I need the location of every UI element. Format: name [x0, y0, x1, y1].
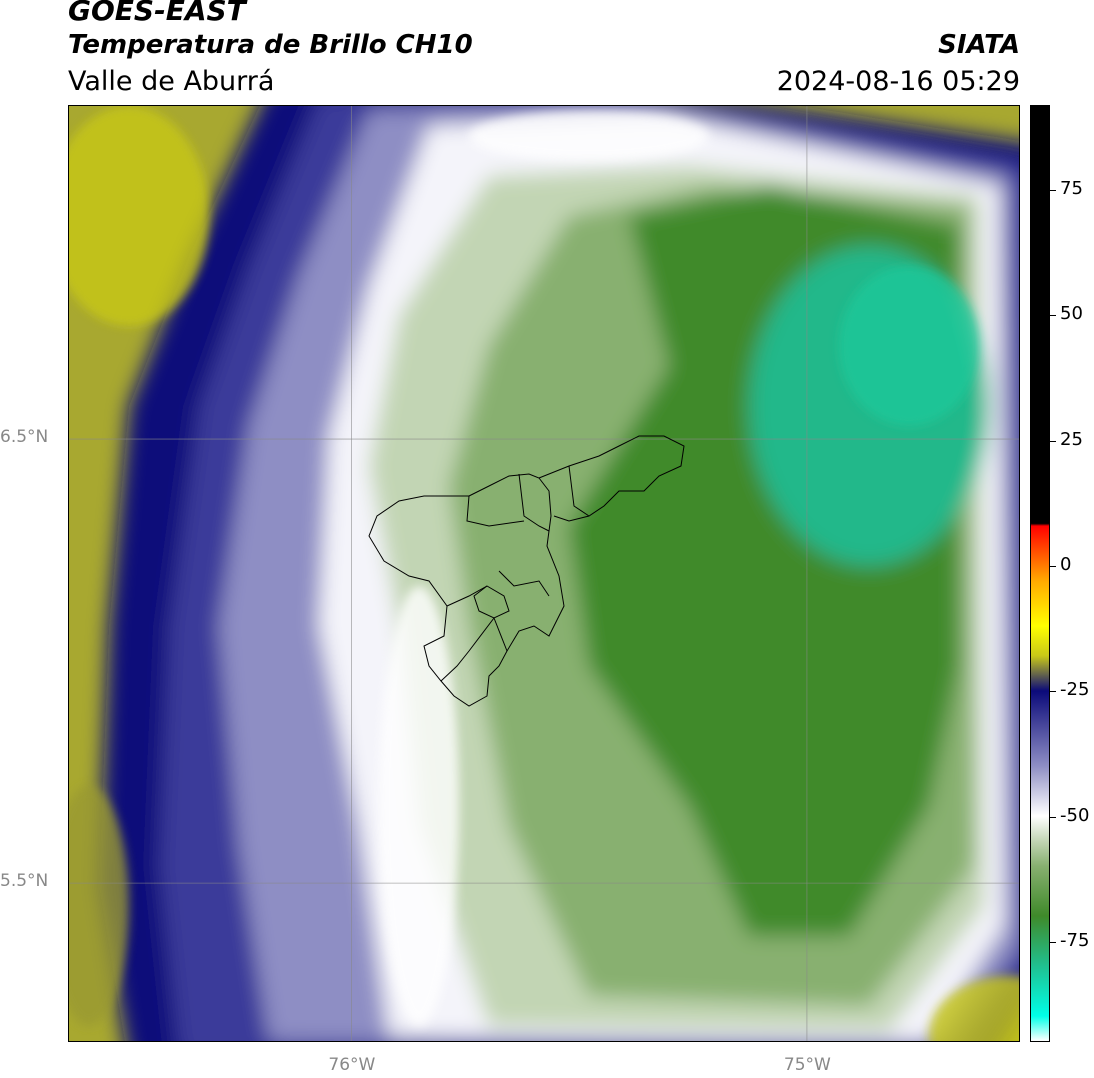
colorbar-tick — [1050, 440, 1056, 442]
colorbar-tick-label: 25 — [1060, 428, 1083, 450]
teal-center — [839, 266, 979, 426]
white-streak — [379, 586, 459, 1026]
municipality-boundary — [368, 473, 565, 707]
latitude-label: 5.5°N — [0, 871, 49, 892]
municipality-boundary-north — [538, 435, 685, 522]
colorbar-tick — [1050, 691, 1056, 693]
colorbar-tick — [1050, 565, 1056, 567]
municipality-divider — [446, 585, 488, 607]
organization-label: SIATA — [938, 30, 1020, 60]
longitude-label: 76°W — [328, 1055, 376, 1075]
municipality-divider — [498, 570, 550, 597]
colorbar-tick-label: -75 — [1060, 929, 1090, 951]
map-subtitle: Temperatura de Brillo CH10 — [68, 30, 473, 60]
colorbar-tick-label: 0 — [1060, 553, 1072, 575]
colorbar-tick — [1050, 190, 1056, 192]
warm-patch-southwest — [69, 786, 129, 1026]
gridlines — [69, 106, 1019, 1041]
colorbar-tick-label: 50 — [1060, 303, 1083, 325]
timestamp-label: 2024-08-16 05:29 — [776, 66, 1020, 97]
valle-de-aburra-boundary — [368, 435, 685, 707]
map-svg — [69, 106, 1019, 1041]
municipality-divider — [466, 495, 525, 527]
region-label: Valle de Aburrá — [68, 66, 275, 97]
brightness-temperature-map[interactable] — [68, 105, 1020, 1042]
map-title: GOES-EAST — [68, 0, 246, 27]
colorbar-tick-label: 75 — [1060, 178, 1083, 200]
colorbar-tick — [1050, 816, 1056, 818]
municipality-divider — [440, 617, 495, 682]
colorbar-tick-label: -50 — [1060, 804, 1090, 826]
colorbar-tick-label: -25 — [1060, 679, 1090, 701]
municipality-divider — [568, 465, 590, 517]
colorbar-gradient — [1031, 106, 1049, 1041]
latitude-label: 6.5°N — [0, 427, 49, 448]
warm-patch-northwest — [69, 106, 209, 326]
warm-patch-southeast — [929, 976, 1019, 1041]
colorbar-svg — [1031, 106, 1049, 1041]
colorbar — [1030, 105, 1050, 1042]
colorbar-tick — [1050, 941, 1056, 943]
municipality-divider — [518, 473, 550, 532]
municipality-divider — [493, 617, 508, 652]
longitude-label: 75°W — [783, 1055, 831, 1075]
colorbar-tick — [1050, 315, 1056, 317]
white-streak-top — [469, 111, 709, 161]
